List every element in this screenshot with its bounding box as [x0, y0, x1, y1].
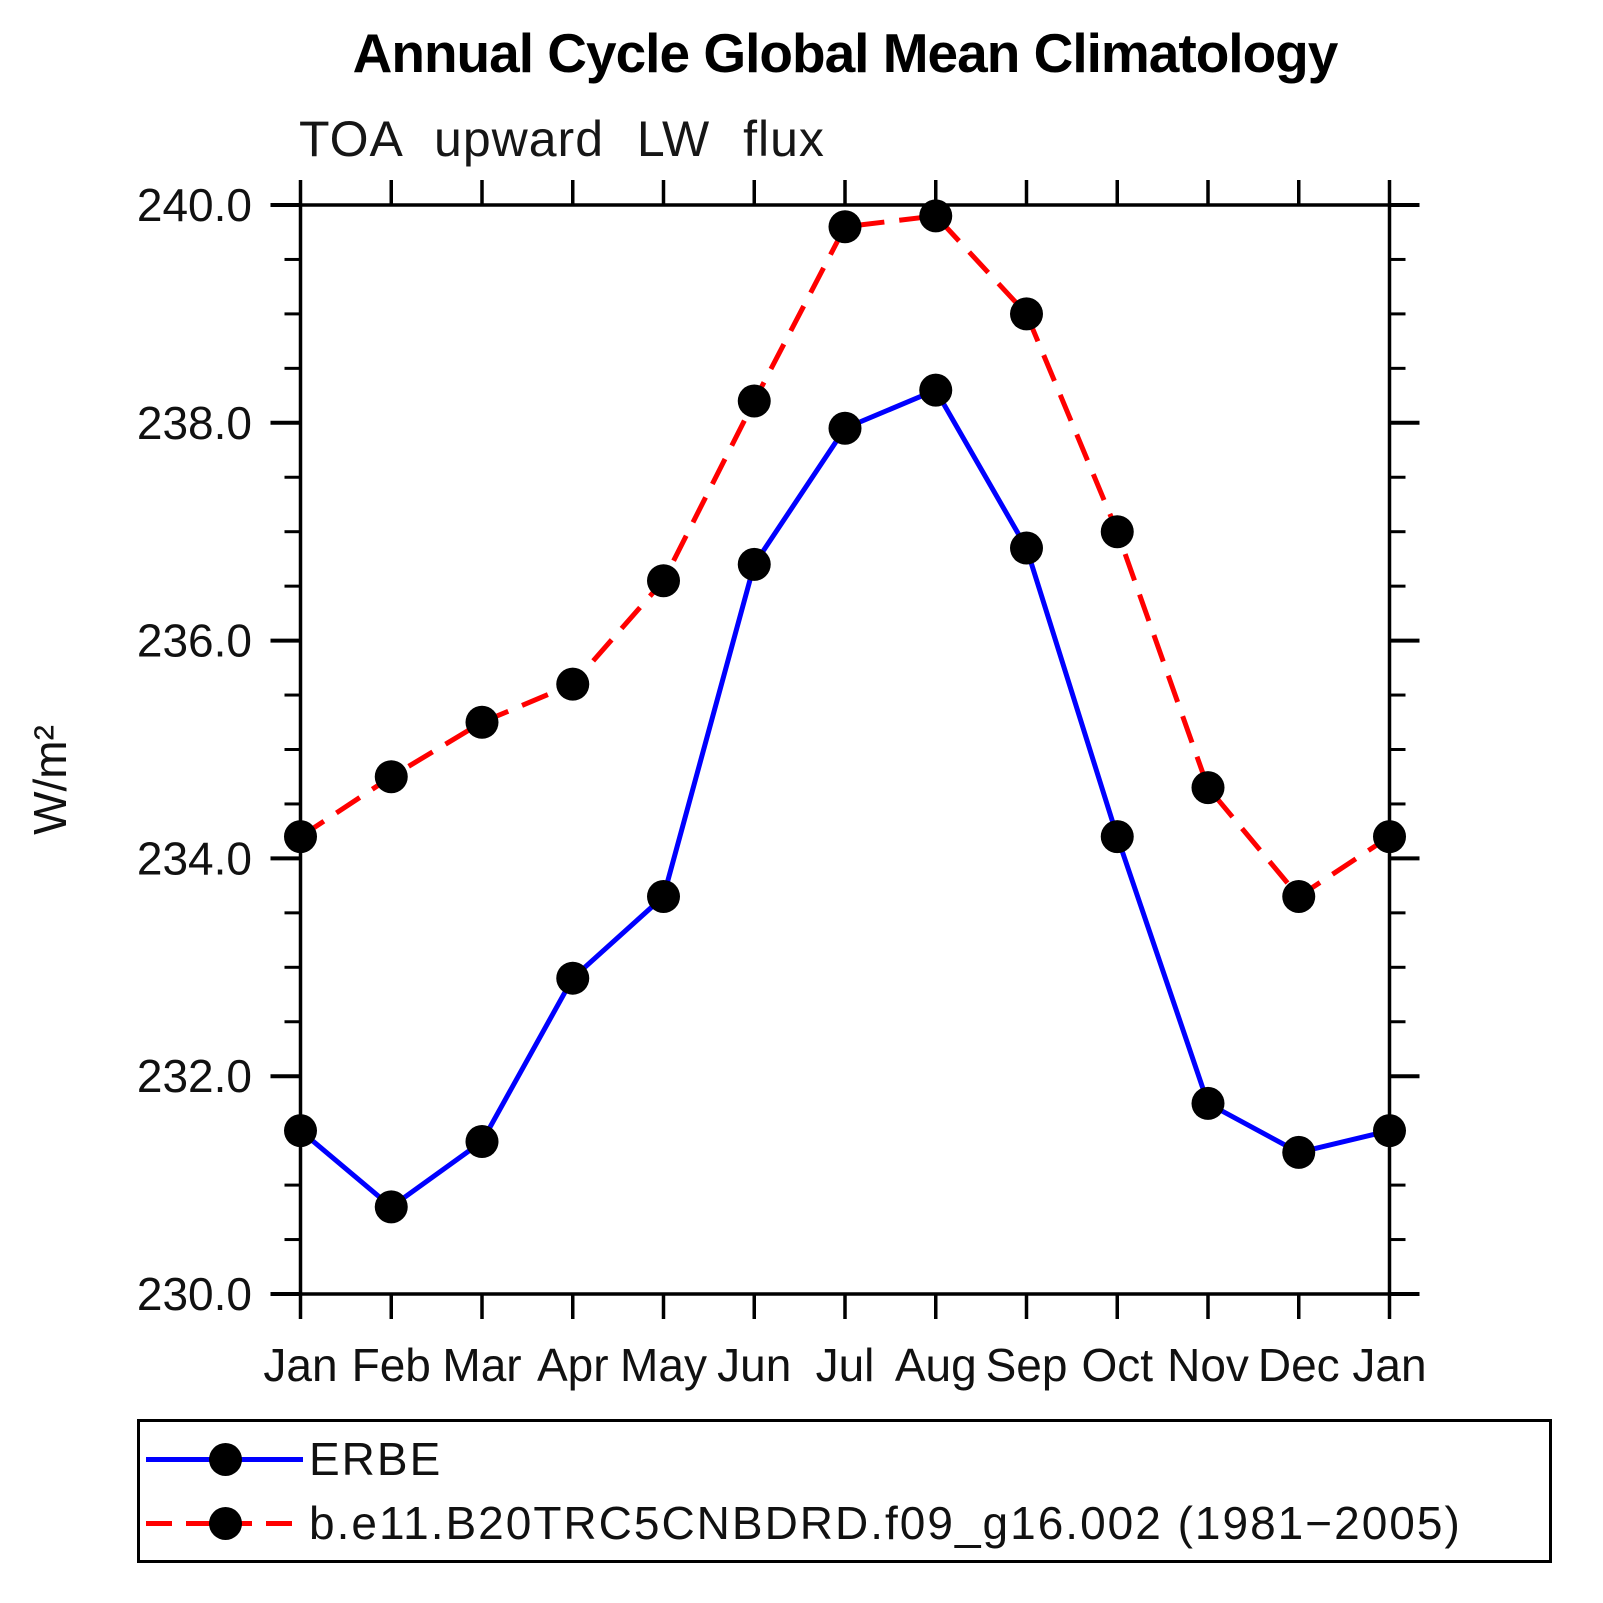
x-tick-label: Nov [1167, 1339, 1249, 1391]
legend-item-model: b.e11.B20TRC5CNBDRD.f09_g16.002 (1981−20… [140, 1488, 1549, 1558]
data-point-marker-s1 [828, 210, 862, 244]
y-tick-label: 234.0 [137, 832, 252, 884]
data-point-marker-s1 [1373, 820, 1406, 854]
legend: ERBE b.e11.B20TRC5CNBDRD.f09_g16.002 (19… [137, 1419, 1552, 1563]
data-point-marker-s1 [465, 705, 499, 739]
data-point-marker-s1 [919, 199, 953, 233]
x-tick-label: Jul [816, 1339, 875, 1391]
plot-frame [298, 203, 1392, 1296]
data-point-marker-s0 [374, 1190, 408, 1224]
data-point-marker-s0 [737, 547, 771, 581]
y-axis-title: W/m² [24, 725, 76, 835]
series-line-0 [298, 386, 1391, 1211]
chart-title: Annual Cycle Global Mean Climatology [352, 22, 1339, 84]
model-marker-icon [209, 1506, 242, 1540]
data-point-marker-s0 [1282, 1135, 1316, 1169]
chart-subtitle: TOA upward LW flux [299, 111, 825, 167]
data-point-marker-s0 [1191, 1086, 1225, 1120]
data-point-marker-s0 [284, 1114, 317, 1148]
legend-label-erbe: ERBE [309, 1433, 443, 1485]
y-tick-label: 236.0 [137, 615, 252, 667]
x-tick-label: Apr [537, 1339, 609, 1391]
data-point-marker-s0 [919, 373, 953, 407]
x-tick-label: Oct [1081, 1339, 1153, 1391]
data-point-marker-s1 [284, 820, 317, 854]
x-tick-label: May [620, 1339, 707, 1391]
y-tick-label: 238.0 [137, 397, 252, 449]
data-point-marker-s1 [1191, 771, 1225, 805]
x-tick-label: Aug [895, 1339, 977, 1391]
data-point-marker-s1 [374, 760, 408, 794]
data-point-marker-s0 [647, 880, 680, 914]
data-point-marker-s0 [828, 411, 862, 445]
series-line-1 [299, 213, 1391, 900]
data-point-marker-s0 [1010, 531, 1043, 565]
data-point-marker-s1 [1100, 515, 1134, 549]
legend-item-erbe: ERBE [140, 1424, 1549, 1494]
y-tick-label: 240.0 [137, 179, 252, 231]
data-point-marker-s0 [1100, 820, 1134, 854]
data-point-marker-s1 [556, 667, 590, 701]
legend-label-model: b.e11.B20TRC5CNBDRD.f09_g16.002 (1981−20… [309, 1497, 1462, 1549]
x-tick-label: Sep [986, 1339, 1068, 1391]
x-tick-label: Dec [1258, 1339, 1340, 1391]
data-point-marker-s0 [1373, 1114, 1406, 1148]
erbe-marker-icon [209, 1442, 242, 1476]
x-tick-label: Jan [263, 1339, 337, 1391]
x-tick-label: Feb [352, 1339, 431, 1391]
y-tick-label: 230.0 [137, 1268, 252, 1320]
data-point-marker-s1 [647, 564, 680, 598]
data-point-marker-s1 [737, 384, 771, 418]
y-tick-label: 232.0 [137, 1050, 252, 1102]
x-tick-label: Jan [1352, 1339, 1426, 1391]
x-tick-label: Jun [717, 1339, 791, 1391]
data-point-marker-s0 [465, 1125, 499, 1159]
data-point-marker-s1 [1282, 880, 1316, 914]
data-point-marker-s0 [556, 961, 590, 995]
x-tick-label: Mar [442, 1339, 521, 1391]
data-point-marker-s1 [1010, 297, 1043, 331]
